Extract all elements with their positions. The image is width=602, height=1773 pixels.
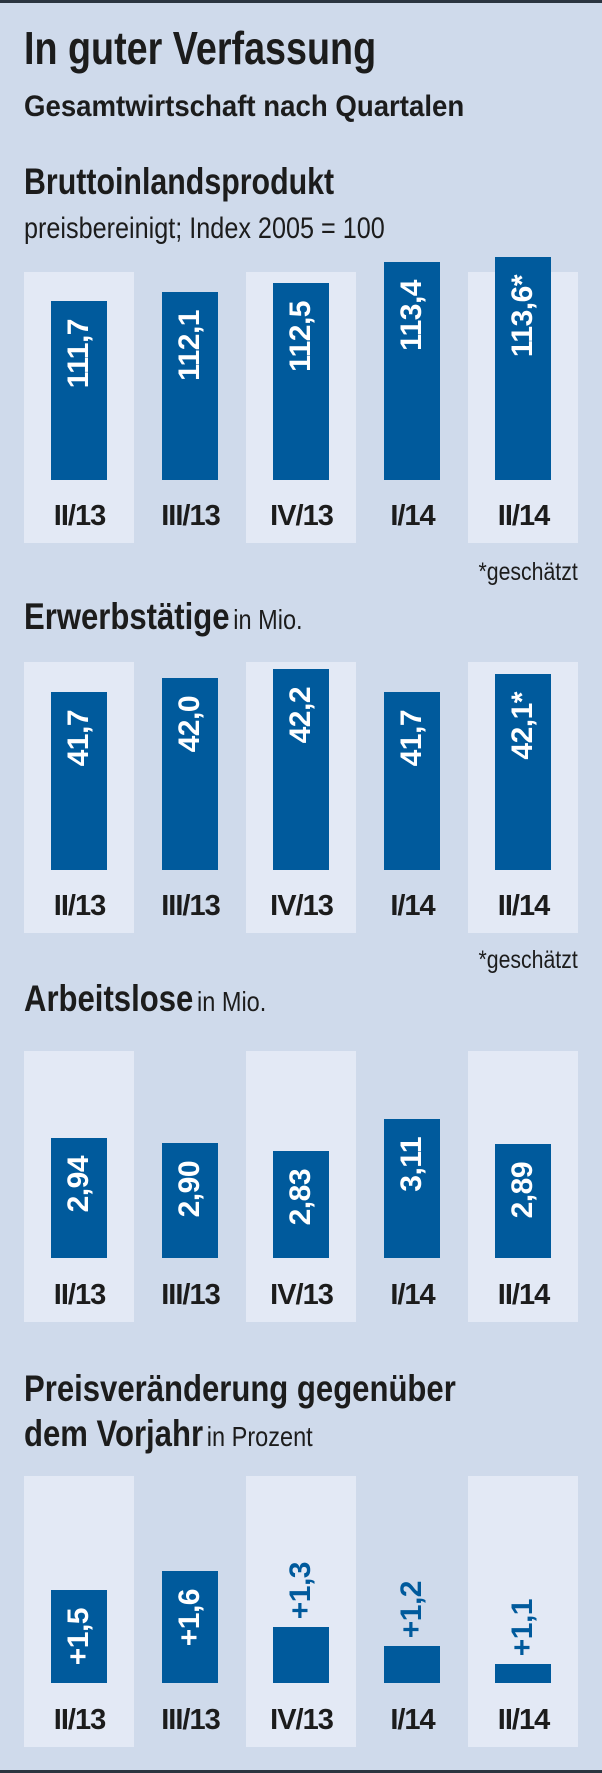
- category-label: IV/13: [270, 500, 334, 532]
- category-label: IV/13: [270, 1704, 334, 1736]
- bar: [384, 1119, 440, 1258]
- chart-title-text: dem Vorjahr: [24, 1413, 204, 1454]
- bar: [51, 301, 107, 480]
- category-label: II/14: [497, 1279, 550, 1311]
- bar: [162, 1143, 218, 1258]
- category-label: II/13: [53, 890, 106, 922]
- bar: [495, 257, 551, 480]
- chart-title-erwerbstaetige: Erwerbstätige in Mio.: [24, 598, 303, 635]
- category-label: I/14: [390, 1704, 435, 1736]
- bar: [384, 1646, 440, 1683]
- chart-subtitle-bip: preisbereinigt; Index 2005 = 100: [24, 212, 385, 245]
- bar: [273, 283, 329, 480]
- bottom-border: [0, 1770, 602, 1773]
- category-label: II/14: [497, 1704, 550, 1736]
- category-label: II/14: [497, 890, 550, 922]
- top-border: [0, 0, 602, 3]
- bar-value-label: 2,94: [62, 1156, 95, 1213]
- bar-value-label: 111,7: [62, 319, 95, 389]
- bar: [162, 1571, 218, 1683]
- category-label: I/14: [390, 1279, 435, 1311]
- category-label: II/13: [53, 1704, 106, 1736]
- bar-value-label: +1,6: [173, 1589, 206, 1647]
- bar: [495, 1664, 551, 1683]
- chart-unit: in Prozent: [206, 1421, 313, 1452]
- bar-value-label: 42,0: [173, 696, 206, 753]
- category-label: III/13: [161, 1704, 221, 1736]
- chart-unit: in Mio.: [233, 604, 303, 635]
- chart-title-text: Erwerbstätige: [24, 596, 230, 637]
- bar: [162, 292, 218, 480]
- bar-value-label: 112,5: [284, 301, 317, 372]
- bar-value-label: 42,1*: [506, 692, 539, 760]
- category-label: II/14: [497, 500, 550, 532]
- bar: [384, 692, 440, 870]
- bar-value-label: 113,6*: [506, 275, 539, 358]
- bar-value-label: 41,7: [395, 710, 428, 767]
- category-label: III/13: [161, 500, 221, 532]
- bar: [384, 262, 440, 480]
- bar: [51, 1138, 107, 1258]
- bar: [273, 1627, 329, 1683]
- chart-title-preise-line2: dem Vorjahr in Prozent: [24, 1415, 313, 1452]
- bar: [162, 678, 218, 870]
- bar-value-label: 113,4: [395, 280, 428, 351]
- category-label: III/13: [161, 890, 221, 922]
- bar-value-label: 42,2: [284, 687, 317, 744]
- bar: [273, 669, 329, 870]
- category-label: IV/13: [270, 890, 334, 922]
- column-band: [468, 1476, 578, 1747]
- bar: [495, 1144, 551, 1258]
- category-label: II/13: [53, 1279, 106, 1311]
- chart-title-text: Arbeitslose: [24, 978, 194, 1019]
- bar: [495, 674, 551, 870]
- category-label: II/13: [53, 500, 106, 532]
- category-label: I/14: [390, 500, 435, 532]
- category-label: III/13: [161, 1279, 221, 1311]
- bar: [51, 692, 107, 870]
- chart-unit: in Mio.: [197, 986, 267, 1017]
- category-label: IV/13: [270, 1279, 334, 1311]
- bar-value-label: 112,1: [173, 310, 206, 381]
- footnote-erwerbstaetige: *geschätzt: [478, 946, 578, 974]
- bar-value-label: 2,83: [284, 1169, 317, 1226]
- category-label: I/14: [390, 890, 435, 922]
- bar-value-label: +1,2: [395, 1580, 428, 1638]
- bar-value-label: +1,5: [62, 1608, 95, 1666]
- bar-value-label: 2,90: [173, 1161, 206, 1218]
- bar-value-label: 2,89: [506, 1162, 539, 1219]
- footnote-bip: *geschätzt: [478, 558, 578, 586]
- bar-value-label: 3,11: [395, 1137, 428, 1192]
- chart-title-preise-line1: Preisveränderung gegenüber: [24, 1368, 456, 1409]
- main-title: In guter Verfassung: [24, 22, 377, 74]
- main-subtitle: Gesamtwirtschaft nach Quartalen: [24, 90, 465, 123]
- chart-title-bip: Bruttoinlandsprodukt: [24, 161, 335, 202]
- bar: [273, 1151, 329, 1258]
- chart-title-arbeitslose: Arbeitslose in Mio.: [24, 980, 266, 1017]
- bar-value-label: 41,7: [62, 710, 95, 767]
- bar: [51, 1590, 107, 1683]
- bar-value-label: +1,1: [506, 1598, 539, 1656]
- bar-value-label: +1,3: [284, 1561, 317, 1619]
- column-band: [246, 1476, 356, 1747]
